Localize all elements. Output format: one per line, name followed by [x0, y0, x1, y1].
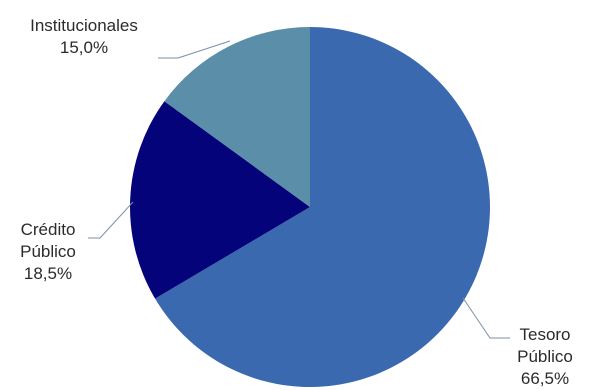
slice-label-tesoro-line2: Público: [517, 347, 573, 366]
slice-value-tesoro: 66,5%: [521, 369, 569, 388]
slice-label-institucionales: Institucionales: [30, 16, 138, 35]
slice-value-institucionales: 15,0%: [60, 38, 108, 57]
pie-slices: [130, 27, 491, 388]
slice-institucionales: [164, 27, 310, 207]
leader-line-credito: [88, 201, 134, 239]
slice-label-credito-line1: Crédito: [21, 220, 76, 239]
slice-credito-publico: [130, 101, 310, 299]
slice-tesoro-publico: [155, 27, 491, 388]
slice-label-tesoro-line1: Tesoro: [519, 325, 570, 344]
leader-line-institucionales: [158, 40, 231, 59]
leader-line-tesoro: [462, 297, 510, 339]
slice-value-credito: 18,5%: [24, 264, 72, 283]
slice-label-credito-line2: Público: [20, 242, 76, 261]
leader-lines: [88, 40, 510, 339]
